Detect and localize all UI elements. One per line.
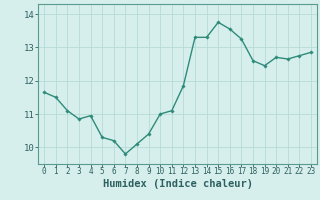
X-axis label: Humidex (Indice chaleur): Humidex (Indice chaleur) [103,179,252,189]
